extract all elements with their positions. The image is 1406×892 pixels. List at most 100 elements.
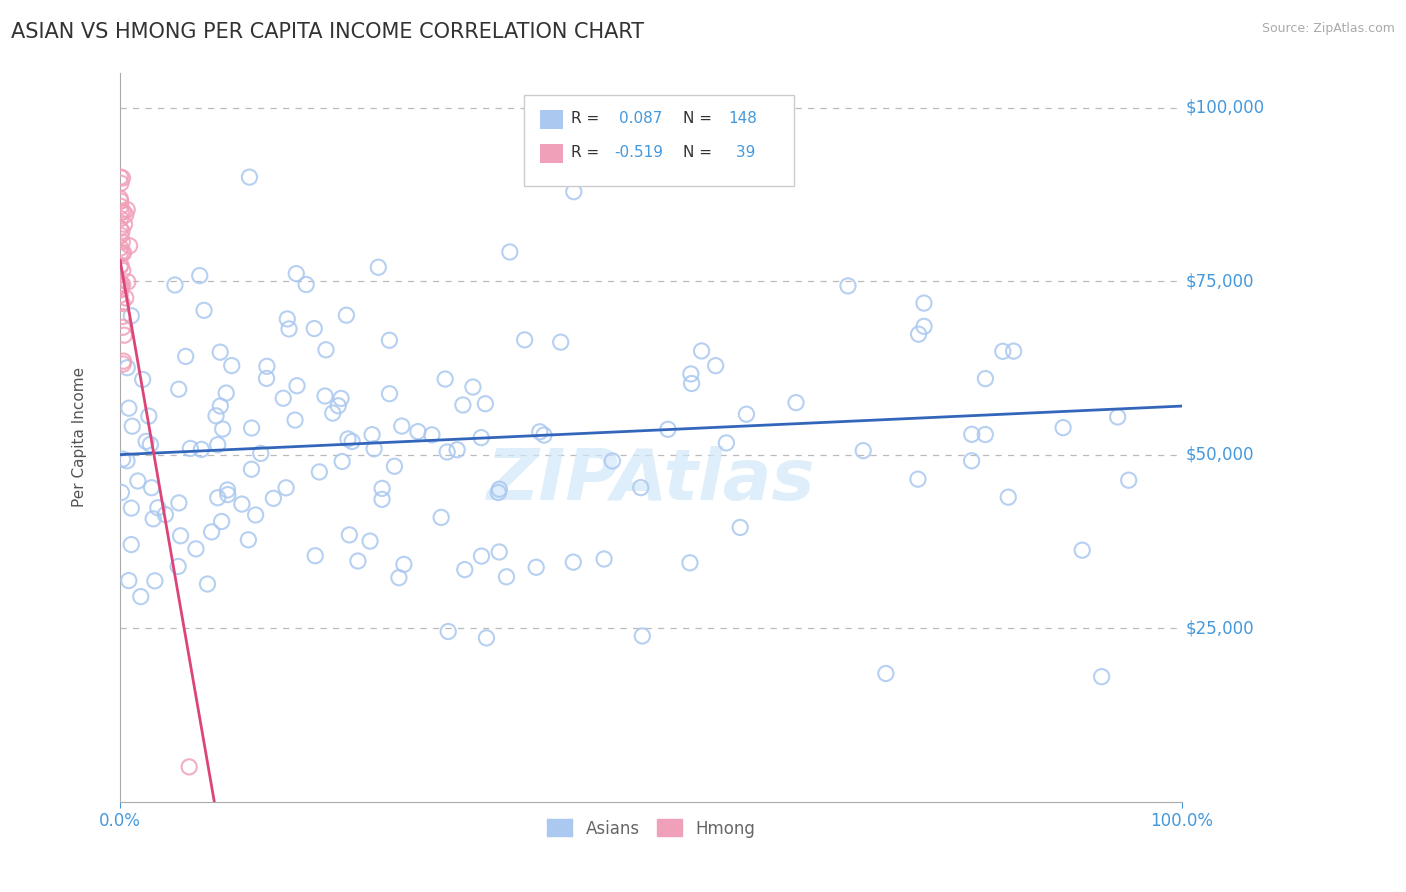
Point <box>110 258 132 272</box>
Point <box>1071 543 1094 558</box>
Point <box>474 397 496 411</box>
Point <box>111 246 134 260</box>
Text: Source: ZipAtlas.com: Source: ZipAtlas.com <box>1261 22 1395 36</box>
Point <box>111 320 134 334</box>
Point <box>437 624 460 639</box>
Point <box>205 409 228 423</box>
Point <box>121 419 143 434</box>
Point <box>110 283 132 297</box>
Point <box>110 205 132 219</box>
Point <box>110 228 132 243</box>
Point <box>127 474 149 488</box>
Point <box>631 629 654 643</box>
Point <box>295 277 318 292</box>
Point <box>314 389 336 403</box>
Point <box>110 170 132 185</box>
Point <box>378 333 401 347</box>
Point <box>110 199 132 213</box>
Point <box>704 359 727 373</box>
Point <box>488 482 510 496</box>
Point <box>274 481 297 495</box>
Point <box>197 577 219 591</box>
Point <box>371 482 394 496</box>
Point <box>114 291 136 305</box>
Text: 148: 148 <box>728 112 758 127</box>
Point <box>169 529 191 543</box>
Point <box>111 224 134 238</box>
Text: ASIAN VS HMONG PER CAPITA INCOME CORRELATION CHART: ASIAN VS HMONG PER CAPITA INCOME CORRELA… <box>11 22 644 42</box>
Point <box>1091 670 1114 684</box>
Point <box>111 310 134 324</box>
Point <box>367 260 389 275</box>
Point <box>285 267 308 281</box>
Point <box>110 211 132 226</box>
Point <box>110 485 132 500</box>
Point <box>657 422 679 436</box>
Point <box>138 409 160 423</box>
Point <box>461 380 484 394</box>
Point <box>363 442 385 456</box>
Point <box>184 541 207 556</box>
Point <box>679 556 702 570</box>
Point <box>550 335 572 350</box>
Point <box>131 372 153 386</box>
Point <box>240 421 263 435</box>
Point <box>285 378 308 392</box>
Point <box>111 277 134 292</box>
Point <box>974 371 997 385</box>
Point <box>179 760 201 774</box>
Point <box>593 552 616 566</box>
Point <box>163 277 186 292</box>
Point <box>1118 473 1140 487</box>
Point <box>406 425 429 439</box>
Point <box>384 459 406 474</box>
Point <box>974 427 997 442</box>
Point <box>735 407 758 421</box>
Point <box>108 191 131 205</box>
Point <box>495 570 517 584</box>
Point <box>139 437 162 451</box>
Point <box>209 345 232 359</box>
Point <box>907 472 929 486</box>
Point <box>679 367 702 381</box>
Point <box>315 343 337 357</box>
Point <box>146 500 169 515</box>
Point <box>167 559 190 574</box>
Point <box>111 263 134 277</box>
Point <box>245 508 267 522</box>
Point <box>470 431 492 445</box>
Point <box>209 399 232 413</box>
Bar <box>540 144 562 162</box>
Point <box>513 333 536 347</box>
Point <box>690 343 713 358</box>
Text: $50,000: $50,000 <box>1185 446 1254 464</box>
Point <box>388 571 411 585</box>
Point <box>238 170 260 185</box>
Point <box>337 528 360 542</box>
Point <box>110 260 132 274</box>
Point <box>217 487 239 501</box>
Bar <box>540 110 562 129</box>
Point <box>110 246 132 260</box>
Point <box>602 454 624 468</box>
Point <box>143 574 166 588</box>
Point <box>117 360 139 375</box>
Point <box>249 446 271 460</box>
Point <box>111 452 134 467</box>
Point <box>630 481 652 495</box>
Text: R =: R = <box>571 145 600 160</box>
Point <box>681 376 703 391</box>
Point <box>1107 409 1129 424</box>
Point <box>238 533 260 547</box>
Point <box>912 319 935 334</box>
Point <box>231 497 253 511</box>
Point <box>322 406 344 420</box>
Point <box>112 245 135 260</box>
Point <box>114 217 136 231</box>
Point <box>304 549 326 563</box>
Point <box>488 545 510 559</box>
Point <box>562 185 585 199</box>
Point <box>256 359 278 374</box>
Point <box>451 398 474 412</box>
Point <box>716 436 738 450</box>
